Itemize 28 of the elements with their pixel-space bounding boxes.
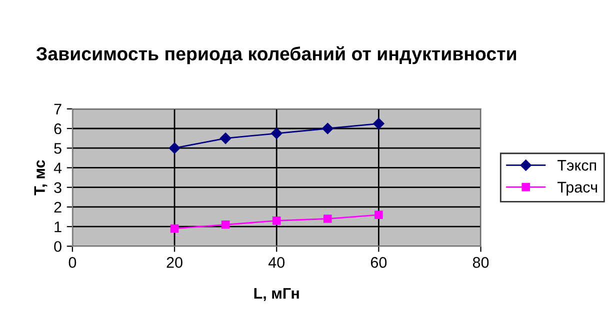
point	[373, 118, 384, 130]
legend-label: Тэксп	[558, 160, 596, 171]
y-axis-title: T, мс	[34, 160, 48, 196]
point	[170, 224, 179, 233]
point	[322, 122, 334, 134]
x-axis-title: L, мГн	[254, 288, 299, 301]
legend-label: Трасч	[558, 182, 598, 196]
chart-title: Зависимость периода колебаний от индуктивности	[36, 46, 516, 64]
point	[374, 210, 383, 219]
y-tick-label: 6	[54, 123, 62, 134]
point	[168, 142, 180, 154]
y-tick-label: 1	[54, 222, 62, 232]
y-tick-label: 0	[54, 241, 62, 252]
x-tick-label: 40	[268, 257, 285, 268]
x-tick-label: 20	[166, 257, 182, 268]
x-tick-label: 60	[370, 257, 387, 268]
y-tick-label: 3	[54, 182, 62, 194]
point	[221, 220, 230, 229]
y-tick-label: 7	[54, 104, 62, 114]
x-tick-label: 0	[68, 257, 76, 268]
y-tick-label: 2	[54, 202, 62, 213]
x-tick-label: 80	[472, 257, 489, 268]
y-tick-label: 5	[54, 143, 62, 154]
point	[272, 216, 281, 225]
point	[323, 214, 332, 223]
point	[271, 128, 282, 140]
point	[220, 132, 232, 144]
y-tick-label: 4	[54, 162, 62, 174]
